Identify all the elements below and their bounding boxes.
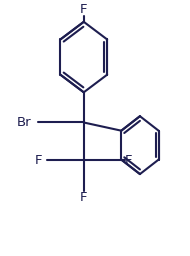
Text: F: F <box>35 154 43 167</box>
Text: Br: Br <box>16 116 31 129</box>
Text: F: F <box>80 3 88 16</box>
Text: F: F <box>80 191 88 205</box>
Text: F: F <box>125 154 132 167</box>
